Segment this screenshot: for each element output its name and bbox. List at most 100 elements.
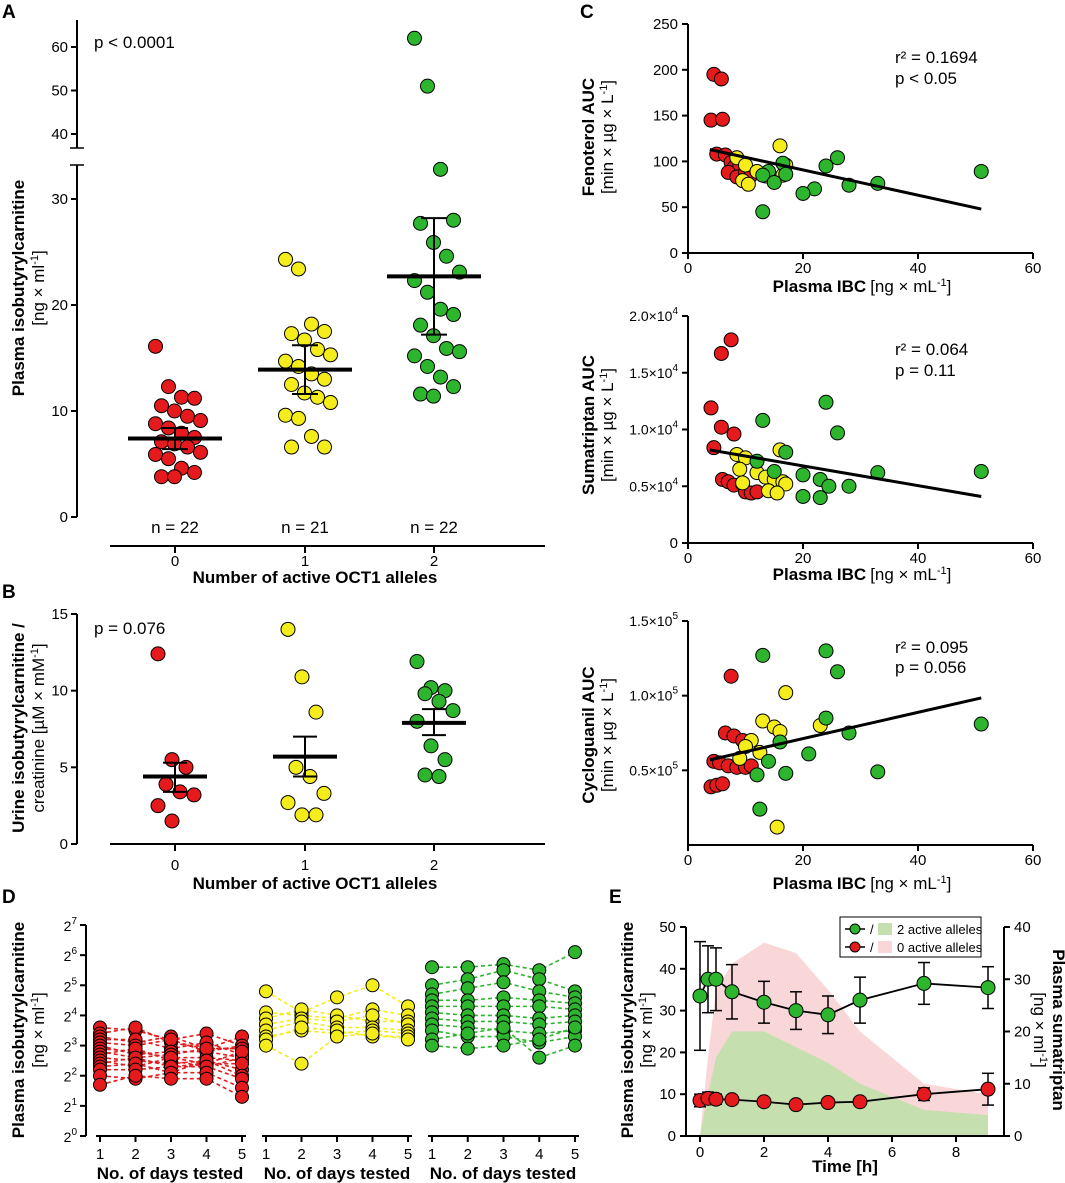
panel-c2-ylabel: Sumatriptan AUC [579,355,598,495]
panel-c2-y-tick-label: 2.0×104 [629,306,678,324]
panel-d-y-tick-label: 24 [64,1006,78,1024]
panel-d-point [496,963,511,978]
panel-b-point [316,785,332,801]
panel-c3-x-tick-label: 20 [795,852,812,869]
panel-e-x-tick-label: 2 [760,1144,768,1161]
panel-e-y-tick-label-right: 10 [1014,1076,1031,1093]
panel-b-point [186,787,202,803]
panel-c2-point [795,488,811,504]
panel-d-x-tick-label: 4 [202,1146,210,1163]
panel-a-point [284,377,299,392]
panel-c3-point [752,801,768,817]
panel-e-point [756,1094,772,1110]
panel-c2-x-tick-label: 60 [1025,550,1042,567]
panel-c3-fit-line [709,696,982,762]
panel-d-point [568,1038,582,1053]
panel-c1-point [973,163,989,179]
panel-e-point [820,1095,836,1111]
panel-c2-point [769,485,785,501]
panel-c1-y-tick-label: 250 [653,16,678,33]
panel-c2-y-tick-label: 0 [670,535,678,552]
panel-d-y-tick-label: 23 [64,1037,78,1055]
panel-c3-point [723,668,739,684]
panel-d-point [365,978,380,993]
panel-b-point [164,752,180,768]
panel-a-point [167,469,182,485]
panel-a-point [167,403,182,419]
panel-a-y-tick-label: 40 [51,126,68,143]
panel-e-point [692,988,708,1004]
panel-c2-point [973,463,989,479]
panel-a-point [148,338,163,354]
panel-e-point [708,971,724,987]
panel-d-point [532,999,547,1014]
panel-c1-point [772,138,788,154]
panel-c2-point [821,478,837,494]
panel-b-point [417,767,433,783]
panel-d-point [365,1026,380,1041]
panel-c1-r2: r² = 0.1694 [895,48,978,67]
panel-c2-point [766,463,782,479]
panel-b-x-tick-label: 0 [171,857,179,874]
panel-a-point [161,379,176,395]
panel-b-point [445,703,461,719]
panel-c1-x-tick-label: 60 [1025,260,1042,277]
panel-c3-point [818,643,834,659]
panel-d-point [294,1020,309,1035]
panel-a-point [317,439,332,455]
panel-e-y-tick-label-left: 50 [659,919,676,936]
panel-d-x-tick-label: 3 [167,1146,175,1163]
panel-a-point [426,388,441,404]
panel-e-y-tick-label-left: 40 [659,961,676,978]
panel-c2-point [812,490,828,506]
panel-c1-y-tick-label: 150 [653,108,678,125]
panel-c1-point [830,150,845,166]
panel-a-point [439,340,454,356]
panel-c3-point [715,776,730,792]
panel-e-x-tick-label: 0 [696,1144,704,1161]
panel-d-x-tick-label: 3 [499,1146,507,1163]
panel-c2-point [732,461,748,477]
panel-c3-point [749,767,765,783]
panel-b-point [431,769,447,785]
panel-c2-point [723,332,739,348]
panel-a-y-tick-label: 30 [51,191,68,208]
panel-b-pvalue: p = 0.076 [94,619,165,638]
panel-c1-point [778,166,794,182]
panel-a-n-label-0: n = 22 [151,518,199,537]
panel-a-point [433,161,448,177]
panel-a-point [154,469,169,485]
panel-a-point [180,408,195,424]
panel-c1-y-tick-label: 200 [653,62,678,79]
panel-d-point [259,984,273,999]
panel-b-point [409,654,425,670]
panel-d-point [93,1077,107,1092]
panel-d-point [568,945,582,960]
panel-d-point [235,1044,249,1059]
panel-e-xlabel: Time [h] [812,1157,878,1176]
panel-c3-x-tick-label: 40 [910,852,927,869]
panel-a-point [304,316,319,332]
panel-d-xlabel-0: No. of days tested [97,1164,243,1183]
panel-c2-r2: r² = 0.064 [895,340,968,359]
panel-b-y-tick-label: 15 [51,606,68,623]
panel-a-point [413,215,428,231]
panel-d-point [460,1041,475,1056]
panel-b-point [431,693,447,709]
panel-c3-x-tick-label: 0 [684,852,692,869]
panel-c3-xlabel: Plasma IBC [ng × mL-1] [773,874,952,893]
panel-c1-pvalue: p < 0.05 [895,69,957,88]
panel-d-series-line [99,1026,243,1050]
panel-d-point [460,1026,475,1041]
panel-c2-point [841,478,857,494]
panel-c3-y-tick-label: 1.5×105 [629,611,678,629]
panel-d-point [532,972,547,987]
panel-c1-x-tick-label: 40 [910,260,927,277]
panel-d-point [460,981,475,996]
panel-e-point [980,980,996,996]
panel-c3-y-tick-label: 1.0×105 [629,686,678,704]
panel-e-legend-sep: / [870,922,874,937]
panel-d-xlabel-1: No. of days tested [264,1164,410,1183]
panel-c1-point [755,204,771,220]
